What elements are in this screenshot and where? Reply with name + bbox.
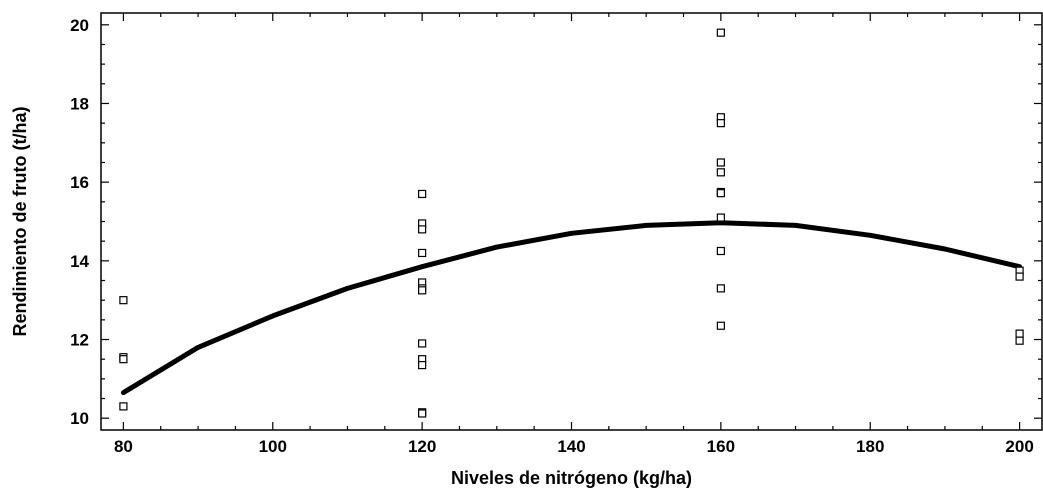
plot-frame — [100, 12, 1043, 431]
data-point — [716, 189, 725, 198]
data-point — [1015, 329, 1024, 338]
x-tick-label: 200 — [1005, 437, 1033, 456]
ticks-layer: 80 100 120 140 160 180 200 10 12 14 16 18 20 — [70, 13, 1042, 456]
data-point — [418, 360, 427, 370]
data-point — [418, 339, 427, 348]
axes-layer — [100, 12, 1043, 431]
data-point — [119, 296, 128, 305]
y-tick-label: 18 — [70, 94, 89, 113]
y-tick-label: 12 — [70, 331, 89, 350]
y-axis-label: Rendimiento de fruto (t/ha) — [10, 107, 30, 337]
data-point — [716, 168, 725, 177]
data-point — [716, 284, 725, 293]
data-point — [418, 248, 427, 258]
y-tick-label: 14 — [70, 252, 89, 271]
x-tick-label: 100 — [259, 437, 287, 456]
x-axis-label: Niveles de nitrógeno (kg/ha) — [451, 468, 692, 488]
x-tick-label: 120 — [408, 437, 436, 456]
x-tick-label: 180 — [856, 437, 884, 456]
data-point — [119, 402, 128, 411]
data-point — [418, 189, 427, 199]
data-point — [716, 321, 725, 330]
x-tick-label: 140 — [557, 437, 585, 456]
data-point — [716, 158, 725, 167]
data-point — [1015, 336, 1024, 345]
y-tick-label: 16 — [70, 173, 89, 192]
y-tick-label: 10 — [70, 409, 89, 428]
x-tick-label: 80 — [114, 437, 133, 456]
data-point — [716, 246, 725, 256]
data-point — [716, 213, 725, 222]
data-point — [418, 286, 427, 295]
data-point — [716, 119, 725, 128]
data-point — [716, 28, 725, 37]
x-tick-label: 160 — [707, 437, 735, 456]
data-point — [418, 409, 427, 418]
points-layer — [119, 28, 1024, 418]
y-tick-label: 20 — [70, 16, 89, 35]
fitted-curve — [120, 220, 1023, 396]
data-point — [1015, 272, 1024, 281]
data-point — [119, 355, 128, 364]
data-point — [418, 225, 427, 234]
